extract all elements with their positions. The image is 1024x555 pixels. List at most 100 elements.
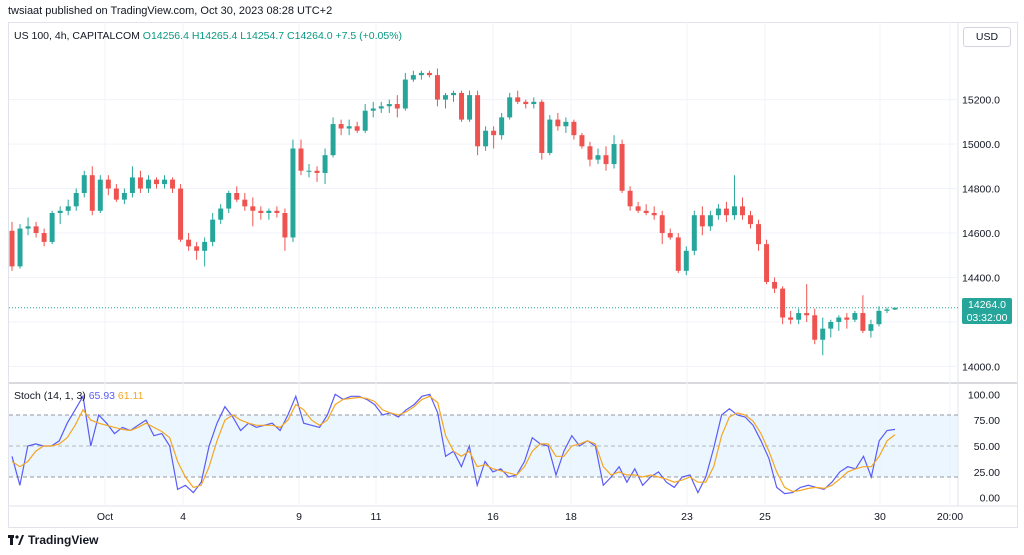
candle-body (250, 206, 256, 211)
stoch-tick-label: 75.00 (974, 415, 1000, 427)
candle-body (418, 72, 424, 76)
candle-body (892, 307, 898, 310)
candle-body (234, 192, 240, 200)
candle-body (635, 206, 641, 211)
footer-brand[interactable]: TradingView (8, 533, 98, 547)
publish-info: twsiaat published on TradingView.com, Oc… (8, 5, 333, 17)
stoch-tick-label: 25.00 (974, 467, 1000, 479)
candle-body (860, 313, 866, 331)
candle-body (820, 328, 826, 340)
candle-body (547, 119, 553, 153)
candle-body (627, 190, 633, 207)
chart-frame (8, 22, 1018, 528)
candle-body (852, 313, 858, 320)
candle-body (9, 230, 15, 267)
candle-body (715, 208, 721, 216)
candle-body (611, 144, 617, 165)
candle-body (298, 148, 304, 171)
candle-body (162, 179, 168, 185)
candle-body (338, 124, 344, 129)
candle-body (515, 97, 521, 102)
candle-body (451, 92, 456, 96)
candle-body (378, 106, 384, 109)
price-tick-label: 14000.0 (962, 361, 1000, 373)
candle-body (884, 309, 890, 311)
stoch-d-value: 61.11 (117, 390, 144, 402)
candle-body (555, 119, 561, 127)
candle-body (210, 219, 216, 242)
candle-body (89, 175, 95, 211)
time-tick-label: 9 (296, 511, 302, 523)
candle-body (394, 104, 400, 109)
time-tick-label: Oct (97, 511, 113, 523)
candle-body (105, 179, 111, 189)
candle-body (266, 210, 272, 213)
candle-body (764, 244, 770, 282)
candle-body (667, 233, 673, 238)
candle-body (402, 79, 408, 109)
candle-body (491, 130, 497, 136)
candle-body (274, 210, 280, 213)
currency-button[interactable]: USD (963, 27, 1011, 47)
candle-body (507, 97, 513, 118)
candle-body (804, 313, 810, 316)
candle-body (659, 215, 665, 234)
candle-body (812, 315, 818, 340)
candle-body (137, 177, 143, 189)
brand-name: TradingView (28, 533, 99, 547)
candle-body (330, 124, 336, 156)
price-tick-label: 15200.0 (962, 95, 1000, 107)
candle-body (699, 215, 705, 227)
candle-body (41, 233, 47, 242)
candle-body (410, 75, 416, 80)
candle-body (290, 148, 296, 238)
candle-body (691, 215, 697, 251)
candle-body (796, 313, 802, 320)
open-value: O14256.4 (142, 30, 189, 42)
time-tick-label: 23 (681, 511, 693, 523)
candle-body (523, 101, 529, 105)
bar-countdown: 03:32:00 (966, 312, 1008, 324)
candle-body (202, 241, 208, 251)
price-tick-label: 15000.0 (962, 139, 1000, 151)
candle-body (25, 226, 31, 229)
candle-body (739, 206, 745, 216)
stoch-tick-label: 0.00 (980, 493, 1001, 505)
time-tick-label: 30 (874, 511, 886, 523)
candle-body (314, 170, 320, 173)
price-tick-label: 14400.0 (962, 272, 1000, 284)
candle-body (459, 92, 465, 120)
candle-body (828, 321, 834, 329)
candle-body (97, 179, 103, 211)
candle-body (748, 215, 753, 225)
candle-body (442, 95, 448, 100)
candle-body (571, 121, 577, 136)
candle-body (531, 101, 537, 105)
change-value: +7.5 (+0.05%) (335, 30, 403, 42)
candle-body (756, 224, 762, 245)
candle-body (57, 210, 63, 213)
low-value: L14254.7 (240, 30, 285, 42)
time-tick-label: 18 (565, 511, 577, 523)
symbol-legend: US 100, 4h, CAPITALCOM O14256.4 H14265.4… (14, 30, 402, 42)
candle-body (731, 206, 737, 216)
candle-body (121, 192, 127, 200)
candle-body (113, 188, 119, 200)
candle-body (868, 324, 874, 331)
candle-body (129, 177, 135, 193)
candle-body (483, 130, 489, 147)
candle-body (579, 135, 585, 147)
time-tick-label: 16 (487, 511, 499, 523)
candle-body (675, 237, 681, 271)
candle-body (836, 317, 842, 322)
candle-body (258, 210, 264, 213)
time-tick-label: 20:00 (937, 511, 963, 523)
candle-body (683, 250, 689, 271)
candle-body (619, 144, 625, 191)
candle-body (218, 208, 224, 220)
time-tick-label: 4 (180, 511, 186, 523)
candle-body (426, 72, 432, 76)
candle-body (467, 95, 473, 120)
candle-body (603, 155, 609, 165)
